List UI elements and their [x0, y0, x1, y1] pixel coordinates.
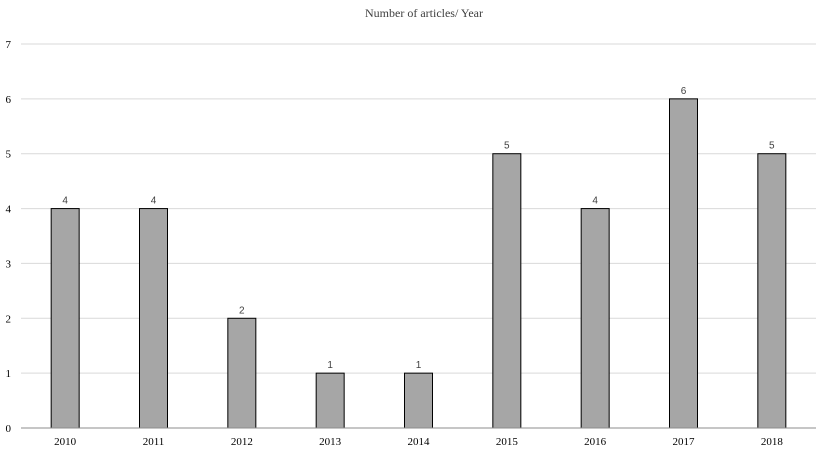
y-tick-label: 5 [6, 149, 12, 161]
bar-2016 [580, 208, 610, 429]
y-tick-label: 0 [6, 423, 12, 435]
y-tick-label: 1 [6, 368, 12, 380]
data-labels: 4 4 2 1 1 5 4 6 5 [62, 86, 775, 371]
bar-2015 [492, 153, 522, 429]
bar-2011 [139, 208, 168, 429]
y-tick-label: 6 [6, 94, 12, 106]
x-tick-label-2015: 2015 [496, 436, 519, 448]
data-label-2011: 4 [151, 196, 157, 207]
y-tick-label: 7 [6, 39, 12, 51]
data-label-2016: 4 [592, 196, 598, 207]
x-tick-label-2018: 2018 [761, 436, 784, 448]
x-tick-label-2010: 2010 [54, 436, 77, 448]
data-label-2014: 1 [416, 360, 422, 371]
x-tick-label-2016: 2016 [584, 436, 607, 448]
bar-2012 [227, 317, 257, 429]
data-label-2012: 2 [239, 305, 245, 316]
data-label-2018: 5 [769, 141, 775, 152]
x-tick-label-2014: 2014 [408, 436, 431, 448]
data-label-2015: 5 [504, 141, 510, 152]
chart-title: Number of articles/ Year [365, 6, 483, 20]
bars [50, 98, 787, 429]
x-tick-label-2013: 2013 [319, 436, 342, 448]
x-tick-label-2012: 2012 [231, 436, 253, 448]
bar-2014 [404, 372, 433, 429]
bar-2013 [315, 372, 345, 429]
bar-2010 [50, 208, 80, 429]
bar-2018 [757, 153, 787, 429]
y-tick-label: 4 [6, 204, 12, 216]
x-axis-ticks: 2010 2011 2012 2013 2014 2015 2016 2017 2018 [54, 436, 783, 448]
data-label-2010: 4 [62, 196, 68, 207]
bar-2017 [669, 98, 698, 429]
y-axis-ticks: 0 1 2 3 4 5 6 7 [6, 39, 12, 435]
data-label-2013: 1 [327, 360, 333, 371]
x-tick-label-2017: 2017 [673, 436, 696, 448]
data-label-2017: 6 [681, 86, 687, 97]
x-tick-label-2011: 2011 [143, 436, 165, 448]
y-tick-label: 3 [6, 258, 12, 270]
y-tick-label: 2 [6, 313, 12, 325]
